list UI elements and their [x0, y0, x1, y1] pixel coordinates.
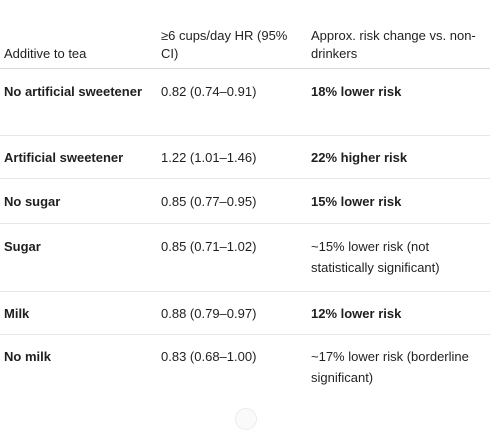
- row-risk-change: 15% lower risk: [311, 194, 402, 209]
- row-hazard-ratio: 0.82 (0.74–0.91): [161, 84, 257, 99]
- row-risk-change: 18% lower risk: [311, 84, 402, 99]
- row-additive: No sugar: [4, 194, 61, 209]
- table-row: No milk 0.83 (0.68–1.00) ~17% lower risk…: [0, 335, 490, 405]
- table-row: Sugar 0.85 (0.71–1.02) ~15% lower risk (…: [0, 224, 490, 292]
- row-risk-change: ~15% lower risk (not statistically signi…: [311, 239, 440, 275]
- row-risk-change: ~17% lower risk (borderline significant): [311, 349, 469, 385]
- row-hazard-ratio: 0.85 (0.71–1.02): [161, 239, 257, 254]
- table-header-row: Additive to tea ≥6 cups/day HR (95% CI) …: [0, 0, 490, 69]
- row-hazard-ratio: 0.88 (0.79–0.97): [161, 306, 257, 321]
- tea-additive-risk-table: Additive to tea ≥6 cups/day HR (95% CI) …: [0, 0, 490, 405]
- table-row: Milk 0.88 (0.79–0.97) 12% lower risk: [0, 292, 490, 335]
- header-risk-change: Approx. risk change vs. non-drinkers: [311, 28, 476, 61]
- row-additive: No milk: [4, 349, 51, 364]
- row-risk-change: 12% lower risk: [311, 306, 402, 321]
- row-additive: Milk: [4, 306, 30, 321]
- header-hazard-ratio: ≥6 cups/day HR (95% CI): [161, 28, 288, 61]
- table-row: Artificial sweetener 1.22 (1.01–1.46) 22…: [0, 136, 490, 179]
- row-additive: No artificial sweetener: [4, 84, 142, 99]
- table-row: No sugar 0.85 (0.77–0.95) 15% lower risk: [0, 179, 490, 224]
- row-additive: Sugar: [4, 239, 41, 254]
- scroll-down-button[interactable]: [235, 408, 257, 430]
- row-additive: Artificial sweetener: [4, 150, 124, 165]
- table-row: No artificial sweetener 0.82 (0.74–0.91)…: [0, 69, 490, 136]
- header-additive: Additive to tea: [4, 46, 87, 61]
- row-hazard-ratio: 0.85 (0.77–0.95): [161, 194, 257, 209]
- row-hazard-ratio: 1.22 (1.01–1.46): [161, 150, 257, 165]
- row-risk-change: 22% higher risk: [311, 150, 408, 165]
- row-hazard-ratio: 0.83 (0.68–1.00): [161, 349, 257, 364]
